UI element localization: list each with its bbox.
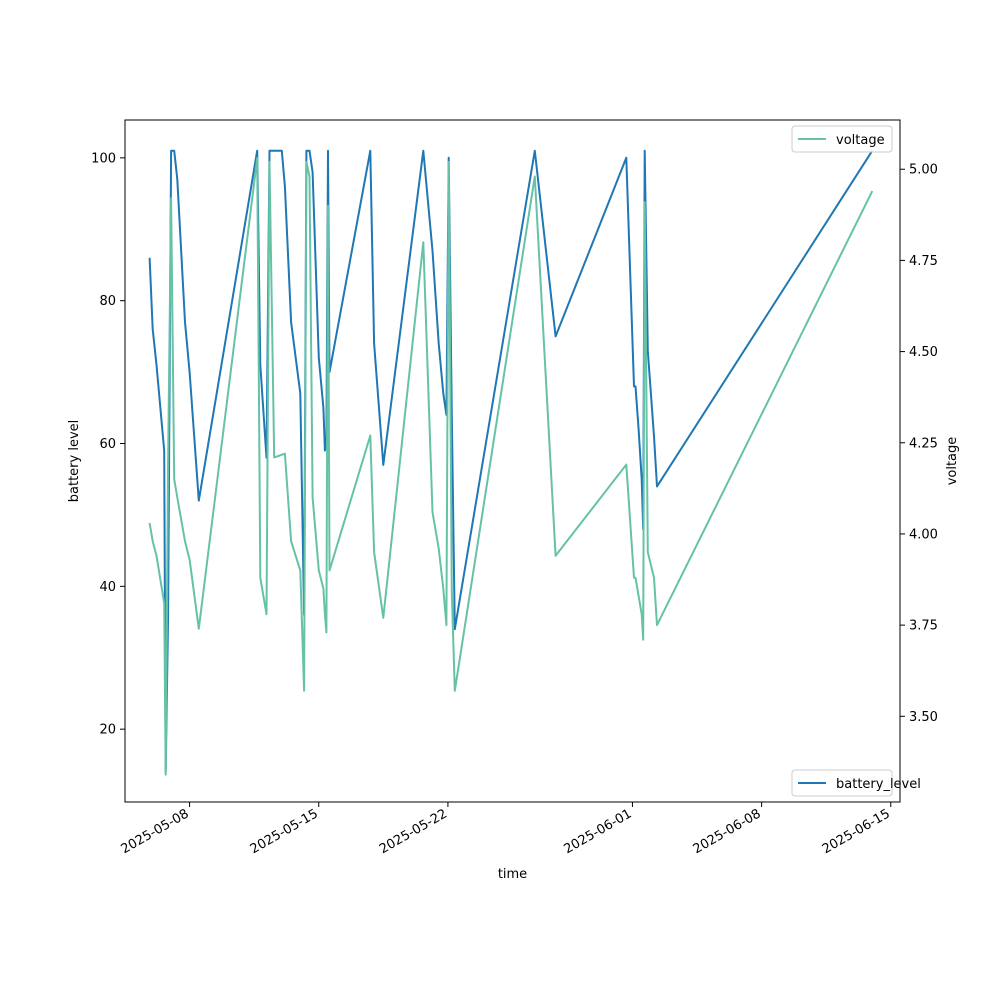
y-tick-label: 80 [99,294,116,309]
legend-label: battery_level [836,777,921,792]
legend-voltage: voltage [791,125,893,153]
series-line-battery-level [148,149,874,773]
y-axis-left: 20 40 60 80 100 [91,151,125,738]
y-tick-label: 100 [91,151,116,166]
y2-tick-label: 3.50 [909,710,938,725]
y-tick-label: 20 [99,723,116,738]
legend-label: voltage [836,133,885,148]
plot-frame [124,119,901,803]
series-line-voltage [148,157,874,776]
x-axis-title: time [498,867,527,882]
legend-box [791,125,893,153]
y-axis-right: 3.50 3.75 4.00 4.25 4.50 4.75 5.00 [900,163,938,725]
legend-battery-level: battery_level [791,769,921,797]
legend-layer: battery_level voltage [791,125,921,797]
legend-box [791,769,893,797]
y2-tick-label: 4.50 [909,345,938,360]
series-layer [148,149,874,776]
y-tick-label: 60 [99,437,116,452]
y2-axis-title: voltage [945,437,960,486]
y2-tick-label: 4.00 [909,527,938,542]
y2-tick-label: 4.25 [909,436,938,451]
y-tick-label: 40 [99,580,116,595]
y2-tick-label: 4.75 [909,254,938,269]
y2-tick-label: 5.00 [909,163,938,178]
y-axis-title: battery level [67,420,82,503]
y2-tick-label: 3.75 [909,619,938,634]
